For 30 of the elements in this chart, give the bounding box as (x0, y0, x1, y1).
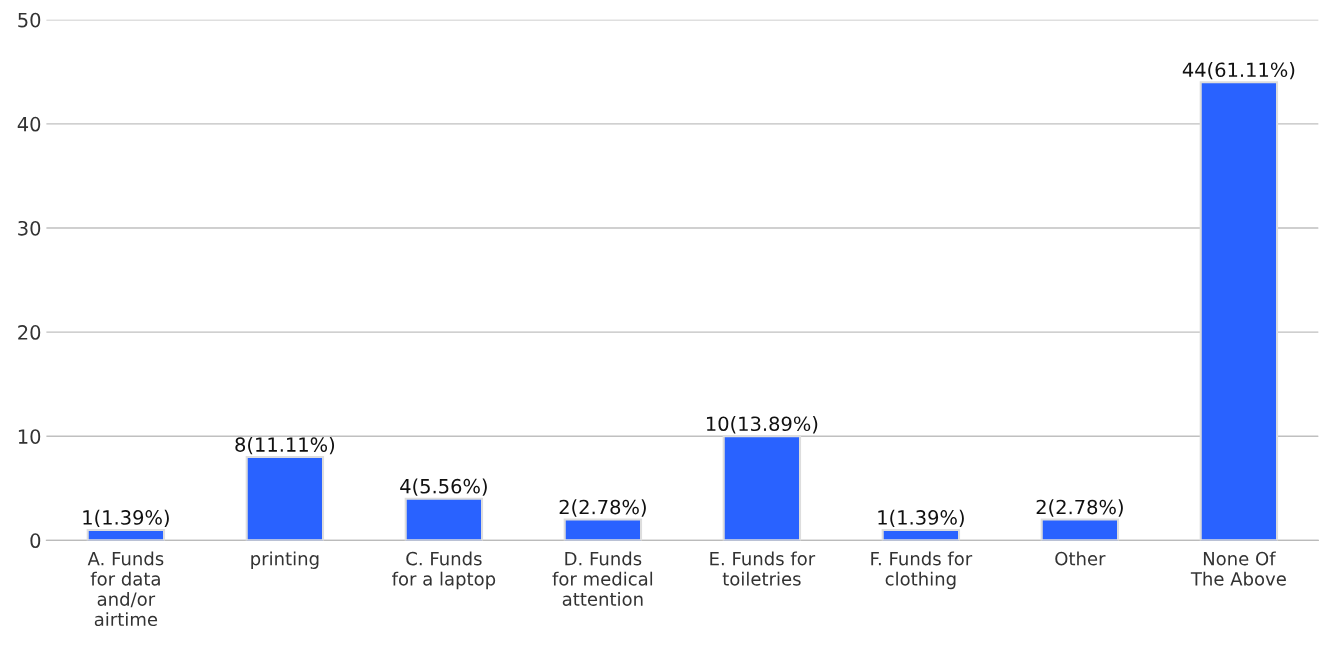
bar (722, 435, 802, 541)
bar (404, 497, 484, 541)
y-tick-label: 20 (18, 325, 41, 340)
y-tick-label: 50 (18, 12, 41, 28)
x-tick-label: printing (251, 551, 319, 569)
x-tick-label: Other (1055, 551, 1106, 566)
data-label: 1(1.39%) (878, 509, 964, 528)
x-tick-label: C. Funds for a laptop (392, 551, 496, 590)
x-tick-label: F. Funds for clothing (871, 551, 973, 590)
bar (1040, 518, 1120, 541)
bar (245, 456, 325, 541)
data-label: 1(1.39%) (83, 509, 169, 528)
data-label: 4(5.56%) (400, 478, 487, 496)
data-label: 2(2.78%) (1036, 499, 1123, 517)
data-label: 2(2.78%) (559, 499, 646, 517)
x-tick-label: E. Funds for toiletries (710, 551, 816, 586)
x-tick-label: None Of The Above (1190, 551, 1286, 586)
data-label: 10(13.89%) (706, 416, 818, 434)
bar (563, 518, 643, 541)
data-label: 8(11.11%) (235, 436, 335, 455)
x-tick-label: A. Funds for data and/or airtime (87, 551, 164, 627)
x-tick-label: D. Funds for medical attention (552, 551, 653, 606)
y-tick-label: 0 (30, 533, 41, 549)
y-tick-label: 10 (18, 429, 41, 444)
y-tick-label: 30 (18, 220, 41, 236)
data-label: 44(61.11%) (1182, 62, 1295, 80)
bar (881, 528, 961, 541)
bar (86, 528, 166, 541)
y-tick-label: 40 (17, 116, 41, 132)
bar (1199, 81, 1279, 541)
